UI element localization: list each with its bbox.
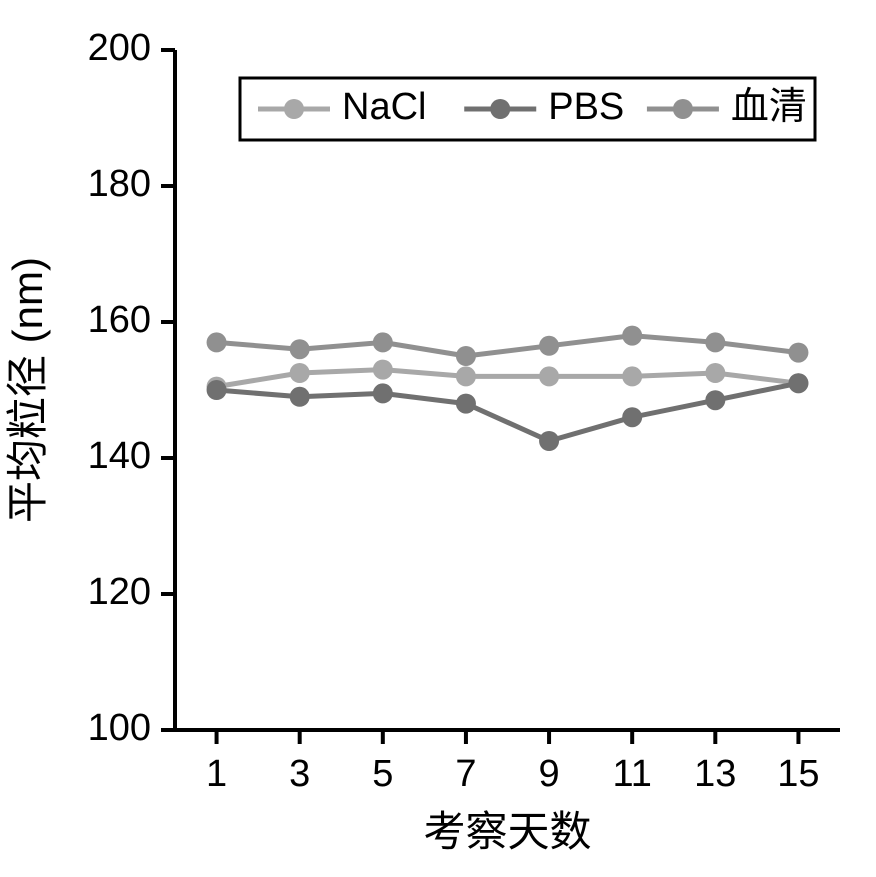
x-tick-label: 9 (538, 753, 559, 795)
series-marker-Serum (622, 326, 642, 346)
series-marker-PBS (622, 407, 642, 427)
series-marker-NaCl (539, 366, 559, 386)
x-axis-label: 考察天数 (423, 808, 591, 855)
x-tick-label: 1 (206, 753, 227, 795)
legend-label-Serum: 血清 (731, 86, 807, 128)
y-tick-label: 180 (88, 163, 151, 205)
chart-svg: 10012014016018020013579111315平均粒径 (nm)考察… (0, 0, 876, 877)
x-tick-label: 3 (289, 753, 310, 795)
y-tick-label: 140 (88, 435, 151, 477)
series-marker-PBS (290, 387, 310, 407)
y-tick-label: 100 (88, 707, 151, 749)
series-marker-PBS (456, 394, 476, 414)
series-marker-PBS (788, 373, 808, 393)
series-marker-Serum (456, 346, 476, 366)
series-marker-NaCl (290, 363, 310, 383)
y-axis-label: 平均粒径 (nm) (4, 257, 51, 523)
legend-label-NaCl: NaCl (342, 86, 426, 128)
x-tick-label: 15 (777, 753, 819, 795)
series-marker-PBS (373, 383, 393, 403)
series-marker-Serum (290, 339, 310, 359)
y-tick-label: 160 (88, 299, 151, 341)
series-marker-NaCl (373, 360, 393, 380)
x-tick-label: 5 (372, 753, 393, 795)
x-tick-label: 13 (694, 753, 736, 795)
series-marker-NaCl (705, 363, 725, 383)
series-marker-PBS (705, 390, 725, 410)
series-marker-PBS (207, 380, 227, 400)
series-marker-Serum (373, 332, 393, 352)
y-tick-label: 120 (88, 571, 151, 613)
line-chart: 10012014016018020013579111315平均粒径 (nm)考察… (0, 0, 876, 877)
series-marker-PBS (539, 431, 559, 451)
legend: NaCl PBS 血清 (240, 78, 815, 140)
x-tick-label: 7 (455, 753, 476, 795)
series-marker-Serum (788, 343, 808, 363)
x-tick-label: 11 (612, 753, 651, 795)
series-marker-NaCl (456, 366, 476, 386)
series-marker-Serum (207, 332, 227, 352)
series-marker-NaCl (622, 366, 642, 386)
series-marker-Serum (705, 332, 725, 352)
y-tick-label: 200 (88, 27, 151, 69)
series-marker-Serum (539, 336, 559, 356)
legend-label-PBS: PBS (548, 86, 624, 128)
